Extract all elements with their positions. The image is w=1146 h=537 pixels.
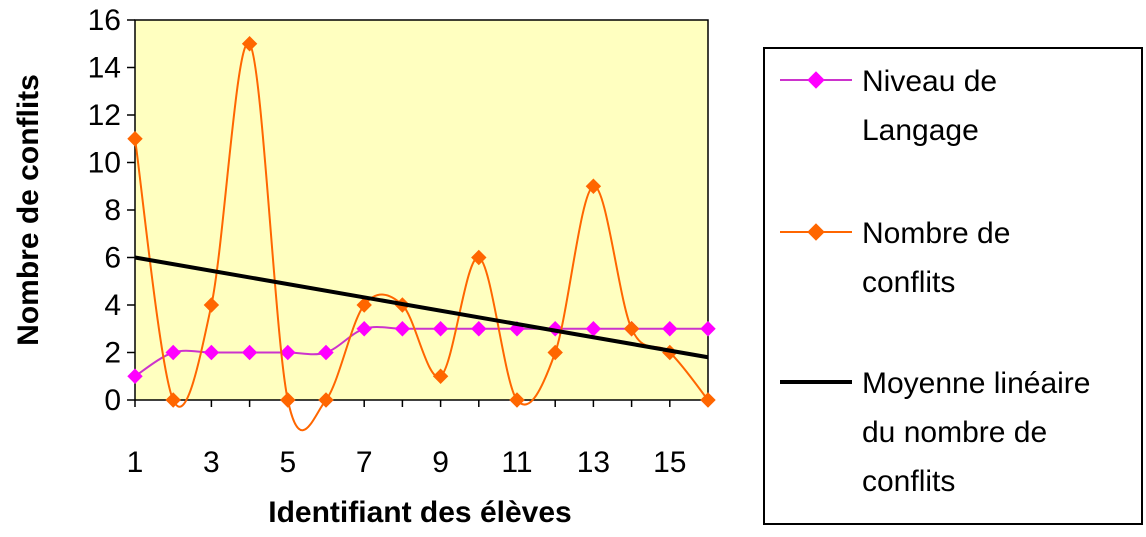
- x-tick-label: 5: [279, 446, 296, 479]
- y-tick-label: 10: [88, 147, 121, 180]
- series-layer: [127, 36, 716, 432]
- data-point: [203, 297, 220, 313]
- data-point: [623, 321, 640, 337]
- data-point: [241, 344, 258, 361]
- legend-label: Moyenne linéaire: [862, 367, 1090, 400]
- data-point: [165, 392, 181, 408]
- legend-label: conflits: [862, 266, 955, 299]
- data-point: [127, 131, 143, 147]
- x-tick-label: 9: [432, 446, 449, 479]
- y-tick-label: 16: [88, 4, 121, 37]
- y-tick-label: 6: [104, 242, 121, 275]
- data-point: [280, 392, 296, 408]
- data-point: [203, 344, 220, 361]
- x-tick-label: 1: [127, 446, 144, 479]
- x-axis: 1 3 5 7 9 11 13 15: [127, 400, 709, 479]
- x-axis-title: Identifiant des élèves: [268, 496, 571, 529]
- trendline: [134, 255, 709, 360]
- legend-marker: [807, 71, 825, 89]
- legend-entry-2: Nombre de conflits: [780, 217, 1010, 299]
- legend-label: Niveau de: [862, 65, 997, 98]
- y-tick-label: 4: [104, 289, 121, 322]
- data-point: [127, 368, 143, 384]
- y-tick-label: 8: [104, 194, 121, 227]
- data-point: [394, 321, 411, 337]
- legend-marker: [807, 223, 825, 241]
- y-tick-label: 0: [104, 384, 121, 417]
- data-point: [432, 321, 449, 337]
- data-point: [356, 321, 372, 337]
- series-3: [134, 255, 709, 360]
- legend-label: Langage: [862, 114, 979, 147]
- data-point: [700, 392, 716, 408]
- data-point: [318, 392, 334, 408]
- x-tick-label: 15: [653, 446, 686, 479]
- series-line: [134, 326, 708, 378]
- data-point: [662, 321, 678, 337]
- data-point: [318, 344, 334, 361]
- x-tick-label: 3: [203, 446, 220, 479]
- legend-label: Nombre de: [862, 217, 1010, 250]
- y-tick-label: 14: [88, 52, 121, 85]
- data-point: [471, 249, 487, 266]
- legend-label: conflits: [862, 465, 955, 498]
- legend-entry-3: Moyenne linéaire du nombre de conflits: [780, 367, 1090, 498]
- data-point: [165, 344, 181, 361]
- x-tick-label: 7: [356, 446, 373, 479]
- data-point: [509, 392, 525, 408]
- legend-label: du nombre de: [862, 416, 1047, 449]
- y-axis-title: Nombre de conflits: [12, 74, 45, 346]
- y-tick-label: 12: [88, 99, 121, 132]
- data-point: [356, 297, 372, 313]
- data-point: [471, 321, 487, 337]
- data-point: [280, 344, 296, 361]
- data-point: [432, 368, 449, 384]
- data-point: [547, 344, 563, 361]
- y-tick-label: 2: [104, 337, 121, 370]
- y-axis: 0 2 4 6 8 10 12 14 16: [88, 4, 135, 417]
- x-tick-label: 13: [577, 446, 610, 479]
- legend-entry-1: Niveau de Langage: [780, 65, 997, 147]
- series-1: [127, 321, 716, 384]
- data-point: [241, 36, 258, 52]
- legend-box: [763, 47, 1143, 525]
- plot-area: [134, 19, 709, 401]
- data-point: [700, 321, 716, 337]
- data-point: [585, 178, 602, 194]
- series-2: [127, 36, 716, 432]
- x-tick-label: 11: [501, 446, 532, 479]
